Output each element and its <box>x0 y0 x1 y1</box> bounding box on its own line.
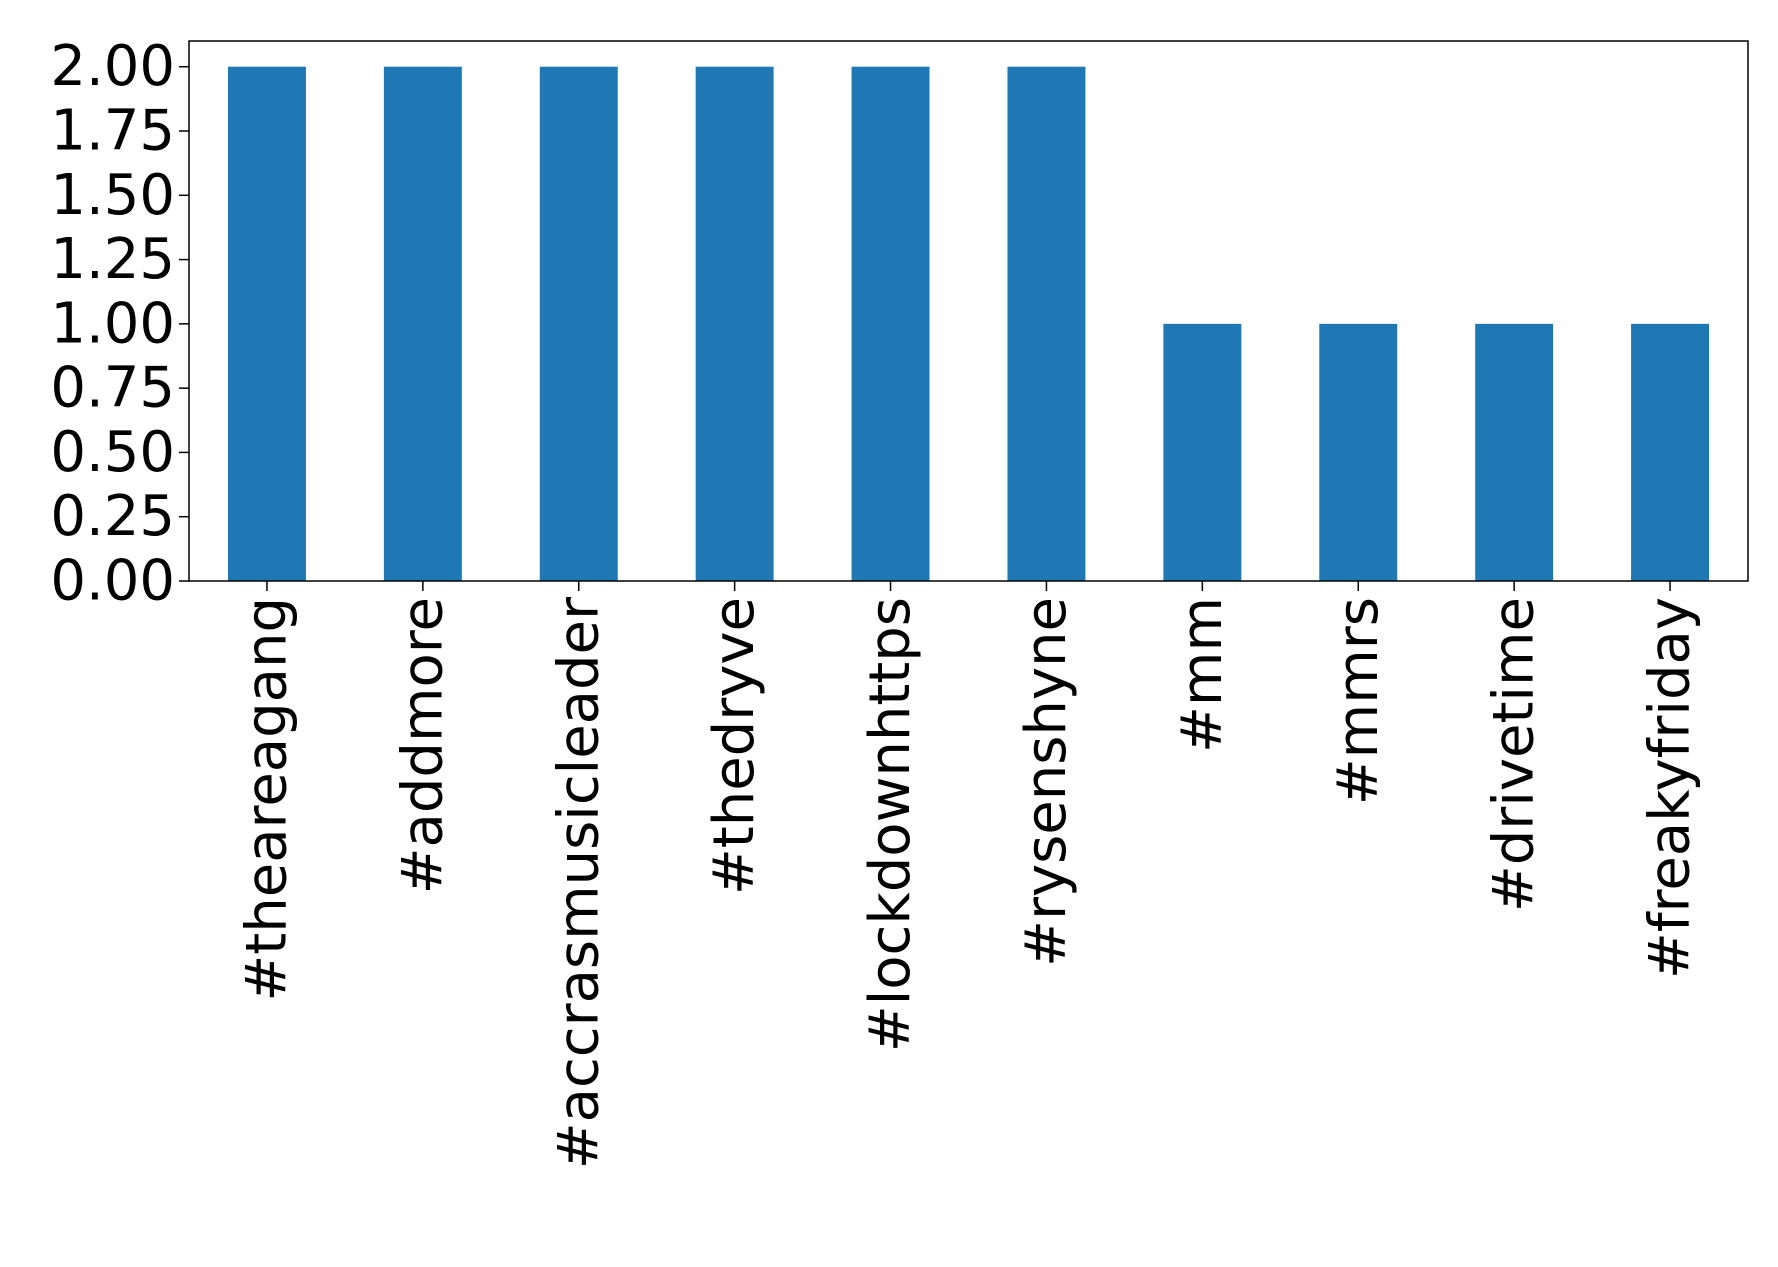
bar <box>1631 323 1710 581</box>
x-tick-label: #mmrs <box>1326 597 1391 805</box>
bar <box>1007 66 1086 581</box>
y-tick-label: 0.00 <box>50 549 175 614</box>
y-tick-label: 0.75 <box>50 356 175 421</box>
x-tick-label: #mm <box>1170 597 1235 753</box>
bar <box>1163 323 1242 581</box>
y-tick-label: 1.00 <box>50 291 175 356</box>
x-tick-label: #drivetime <box>1482 597 1547 912</box>
y-tick-label: 0.25 <box>50 484 175 549</box>
y-tick-label: 1.75 <box>50 99 175 164</box>
y-tick-label: 1.50 <box>50 163 175 228</box>
x-tick-label: #freakyfriday <box>1638 597 1703 979</box>
bar <box>383 66 462 581</box>
bar <box>1475 323 1554 581</box>
x-tick-label: #thedryve <box>702 597 767 895</box>
y-tick-label: 0.50 <box>50 420 175 485</box>
x-tick-label: #rysenshyne <box>1014 597 1079 967</box>
bar <box>539 66 618 581</box>
y-tick-label: 2.00 <box>50 34 175 99</box>
bar <box>851 66 930 581</box>
bar <box>227 66 306 581</box>
x-tick-label: #lockdownhttps <box>858 597 923 1052</box>
x-tick-label: #accrasmusicleader <box>546 596 611 1169</box>
y-tick-label: 1.25 <box>50 227 175 292</box>
plot-frame <box>188 40 1749 582</box>
bar <box>1319 323 1398 581</box>
x-tick-label: #theareagang <box>234 597 299 1002</box>
x-tick-label: #addmore <box>390 597 455 894</box>
bar <box>695 66 774 581</box>
